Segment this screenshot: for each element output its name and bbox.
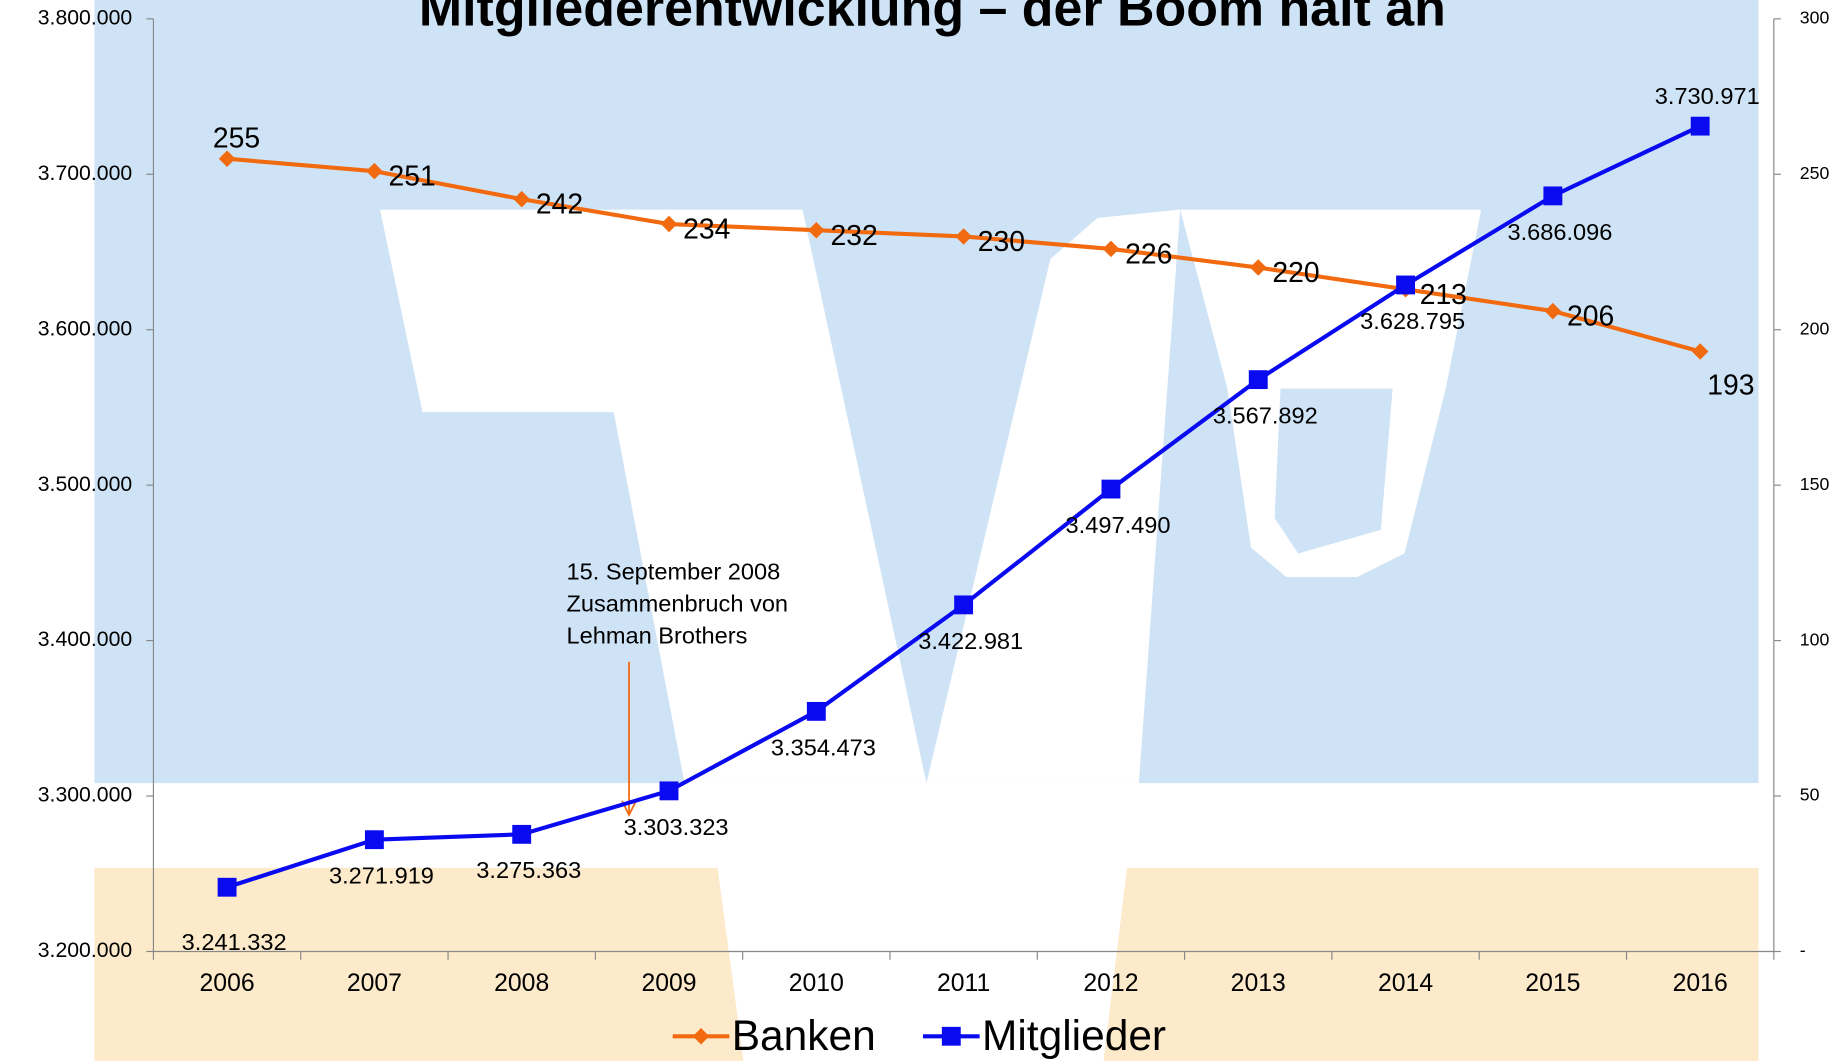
marker	[955, 228, 972, 245]
y2-tick-label: 200	[1800, 318, 1830, 338]
marker	[808, 221, 825, 239]
legend-label: Banken	[732, 1012, 876, 1059]
data-label: 3.422.981	[918, 628, 1023, 654]
marker	[1248, 370, 1268, 390]
y-tick-label: 3.700.000	[38, 162, 132, 185]
logo-shape	[380, 209, 1181, 784]
data-label: 220	[1272, 256, 1319, 288]
data-label: 3.241.332	[182, 929, 287, 955]
legend-label: Mitglieder	[982, 1012, 1166, 1059]
x-tick-label: 2011	[937, 970, 990, 997]
data-label: 3.354.473	[771, 734, 876, 760]
data-label: 3.628.795	[1360, 308, 1465, 334]
y2-tick-label: 50	[1800, 785, 1820, 805]
legend-marker	[941, 1026, 961, 1046]
y-tick-label: 3.400.000	[38, 628, 132, 651]
data-label: 3.730.971	[1655, 83, 1760, 109]
marker	[366, 162, 383, 180]
x-tick-label: 2014	[1378, 970, 1433, 997]
data-label: 226	[1125, 237, 1172, 269]
y2-tick-label: 300	[1800, 8, 1830, 28]
annotation: 15. September 2008	[566, 559, 780, 585]
marker	[806, 701, 826, 721]
x-tick-label: 2012	[1083, 970, 1138, 997]
x-tick-label: 2006	[200, 970, 255, 997]
x-tick-label: 2016	[1673, 970, 1728, 997]
logo-shape	[1274, 388, 1393, 554]
data-label: 3.303.323	[624, 814, 729, 840]
data-label: 251	[389, 160, 436, 192]
y-tick-label: 3.200.000	[38, 939, 132, 962]
marker	[1101, 479, 1121, 499]
marker	[660, 215, 678, 233]
annotation: Zusammenbruch von	[566, 591, 788, 617]
marker	[218, 150, 236, 167]
data-label: 3.271.919	[329, 863, 434, 889]
marker	[364, 830, 384, 850]
y2-tick-label: -	[1800, 940, 1806, 960]
x-tick-label: 2007	[347, 970, 402, 997]
logo-background	[94, 0, 1759, 784]
data-label: 3.686.096	[1507, 219, 1612, 245]
chart-title: Mitgliederentwicklung – der Boom hält an	[419, 0, 1446, 36]
legend-marker	[692, 1028, 710, 1045]
marker	[1396, 275, 1415, 295]
y2-tick-label: 100	[1800, 629, 1830, 649]
x-tick-label: 2009	[641, 970, 696, 997]
marker	[217, 877, 237, 897]
x-tick-label: 2015	[1525, 970, 1580, 997]
x-tick-label: 2010	[789, 970, 844, 997]
logo-background	[94, 867, 744, 1061]
y2-tick-label: 150	[1800, 474, 1830, 494]
marker	[1544, 302, 1562, 320]
data-label: 193	[1707, 368, 1754, 400]
y-tick-label: 3.500.000	[38, 473, 132, 496]
x-tick-label: 2013	[1231, 970, 1286, 997]
data-label: 232	[830, 219, 877, 251]
data-label: 206	[1567, 300, 1614, 332]
data-label: 3.567.892	[1213, 403, 1318, 429]
marker	[1543, 186, 1563, 206]
marker	[659, 781, 679, 801]
marker	[1690, 116, 1710, 136]
logo-background	[1103, 867, 1759, 1061]
data-label: 213	[1420, 278, 1467, 310]
x-tick-label: 2008	[494, 970, 549, 997]
y-tick-label: 3.600.000	[38, 317, 132, 340]
y-tick-label: 3.300.000	[38, 784, 132, 807]
marker	[513, 190, 530, 208]
data-label: 255	[213, 121, 260, 153]
y2-tick-label: 250	[1800, 163, 1830, 183]
y-tick-label: 3.800.000	[38, 6, 132, 29]
marker	[512, 824, 532, 844]
data-label: 242	[536, 188, 583, 220]
annotation: Lehman Brothers	[566, 622, 747, 648]
data-label: 3.497.490	[1066, 512, 1171, 538]
marker	[1691, 343, 1709, 360]
data-label: 230	[978, 225, 1025, 257]
data-label: 234	[683, 213, 730, 245]
data-label: 3.275.363	[476, 857, 581, 883]
marker	[954, 595, 974, 615]
